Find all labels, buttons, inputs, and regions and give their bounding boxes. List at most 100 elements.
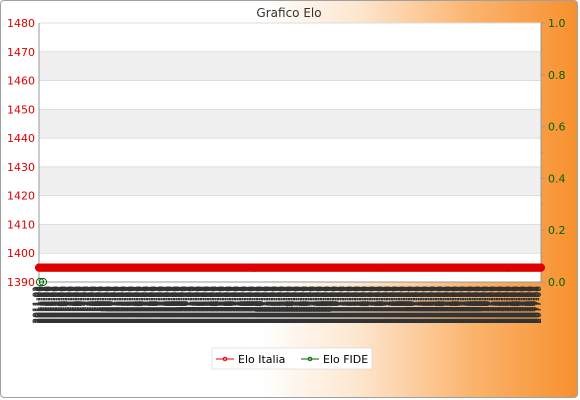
x-tick-label: 2026-03: [146, 286, 156, 324]
x-tick-label: 2052-09: [346, 286, 356, 324]
x-tick-label: 2071-08: [489, 286, 499, 324]
x-tick-label: 2049-10: [324, 286, 334, 324]
x-tick-label: 2030-11: [182, 286, 192, 324]
x-tick-label: 2023-11: [129, 286, 139, 324]
x-tick-label: 2029-09: [173, 286, 183, 324]
x-tick-label: 2014-02: [55, 286, 65, 324]
x-tick-label: 2022-09: [120, 286, 130, 324]
x-tick-label: 2033-11: [204, 286, 214, 324]
x-tick-label: 2016-11: [76, 286, 86, 324]
x-tick-label: 2018-09: [90, 286, 100, 324]
x-tick-label: 2062-09: [422, 286, 432, 324]
x-tick-label: 2017-07: [81, 286, 91, 324]
x-tick-label: 2037-11: [234, 286, 244, 324]
x-tick-label: 2028-01: [160, 286, 170, 324]
x-tick-label: 2041-11: [264, 286, 274, 324]
x-tick-label: 2033-06: [201, 286, 211, 324]
x-tick-label: 2012-08: [44, 286, 54, 324]
x-tick-label: 2066-04: [449, 286, 459, 324]
x-tick-label: 2053-01: [349, 286, 359, 324]
x-tick-label: 2061-11: [415, 286, 425, 324]
x-tick-label: 2045-11: [295, 286, 305, 324]
x-tick-label: 2074-02: [508, 286, 518, 324]
x-tick-label: 2043-08: [278, 286, 288, 324]
x-tick-label: 2038-01: [236, 286, 246, 324]
x-tick-label: 2036-10: [226, 286, 236, 324]
x-tick-label: 2070-03: [478, 286, 488, 324]
x-tick-label: 2011-05: [35, 286, 45, 324]
x-tick-label: 2017-08: [82, 286, 92, 324]
x-tick-label: 2019-04: [94, 286, 104, 324]
x-tick-label: 2076-01: [522, 286, 532, 324]
x-tick-label: 2053-04: [351, 286, 361, 324]
x-tick-label: 2056-06: [374, 286, 384, 324]
x-tick-label: 2036-04: [222, 286, 232, 324]
x-tick-label: 2052-06: [344, 286, 354, 324]
x-tick-label: 2069-03: [471, 286, 481, 324]
x-tick-label: 2016-08: [74, 286, 84, 324]
x-tick-label: 2050-09: [331, 286, 341, 324]
x-tick-label: 2020-09: [105, 286, 115, 324]
x-tick-label: 2044-06: [284, 286, 294, 324]
x-tick-label: 2067-04: [456, 286, 466, 324]
x-tick-label: 2055-01: [364, 286, 374, 324]
x-tick-label: 2027-07: [156, 286, 166, 324]
x-tick-label: 2071-04: [486, 286, 496, 324]
x-tick-label: 2060-12: [408, 286, 418, 324]
y-right-tick-label: 0.6: [548, 121, 566, 134]
x-tick-label: 2019-10: [98, 286, 108, 324]
x-tick-label: 2055-05: [366, 286, 376, 324]
x-tick-label: 2038-07: [239, 286, 249, 324]
x-tick-label: 2049-12: [325, 286, 335, 324]
x-tick-label: 2061-02: [410, 286, 420, 324]
x-tick-label: 2021-05: [110, 286, 120, 324]
x-tick-label: 2015-10: [68, 286, 78, 324]
x-tick-label: 2055-10: [369, 286, 379, 324]
x-tick-label: 2030-04: [177, 286, 187, 324]
x-tick-label: 2075-03: [516, 286, 526, 324]
series-layer: [34, 263, 546, 287]
x-tick-label: 2018-11: [91, 286, 101, 324]
x-tick-label: 2048-12: [318, 286, 328, 324]
x-tick-label: 2076-02: [523, 286, 533, 324]
x-tick-label: 2033-05: [200, 286, 210, 324]
x-tick-label: 2013-03: [48, 286, 58, 324]
x-tick-label: 2011-07: [36, 286, 46, 324]
x-tick-label: 2040-12: [258, 286, 268, 324]
x-tick-label: 2022-03: [116, 286, 126, 324]
x-tick-label: 2046-02: [297, 286, 307, 324]
x-tick-label: 2028-07: [164, 286, 174, 324]
x-tick-label: 2035-07: [217, 286, 227, 324]
x-tick-label: 2024-03: [131, 286, 141, 324]
x-tick-label: 2029-12: [175, 286, 185, 324]
x-tick-label: 2035-09: [218, 286, 228, 324]
x-tick-label: 2016-10: [75, 286, 85, 324]
x-tick-label: 2059-03: [395, 286, 405, 324]
x-tick-label: 2022-10: [121, 286, 131, 324]
x-tick-label: 2029-07: [171, 286, 181, 324]
x-tick-label: 2066-11: [453, 286, 463, 324]
x-tick-label: 2076-06: [525, 286, 535, 324]
x-tick-label: 2072-02: [493, 286, 503, 324]
x-tick-label: 2031-01: [183, 286, 193, 324]
x-tick-label: 2047-03: [305, 286, 315, 324]
x-tick-label: 2041-08: [263, 286, 273, 324]
x-tick-label: 2074-11: [513, 286, 523, 324]
x-tick-label: 2044-01: [281, 286, 291, 324]
x-tick-label: 2077-04: [531, 286, 541, 324]
x-tick-label: 2065-03: [440, 286, 450, 324]
x-tick-label: 2025-10: [143, 286, 153, 324]
x-tick-label: 2012-05: [42, 286, 52, 324]
x-tick-label: 2072-08: [496, 286, 506, 324]
x-tick-label: 2066-06: [450, 286, 460, 324]
x-tick-label: 2059-12: [401, 286, 411, 324]
x-tick-label: 2014-06: [58, 286, 68, 324]
x-tick-label: 2065-04: [441, 286, 451, 324]
x-tick-label: 2024-10: [136, 286, 146, 324]
x-tick-label: 2060-05: [404, 286, 414, 324]
x-tick-label: 2045-01: [288, 286, 298, 324]
x-tick-label: 2043-03: [275, 286, 285, 324]
x-tick-label: 2071-02: [485, 286, 495, 324]
x-tick-label: 2022-01: [115, 286, 125, 324]
x-tick-label: 2064-02: [432, 286, 442, 324]
